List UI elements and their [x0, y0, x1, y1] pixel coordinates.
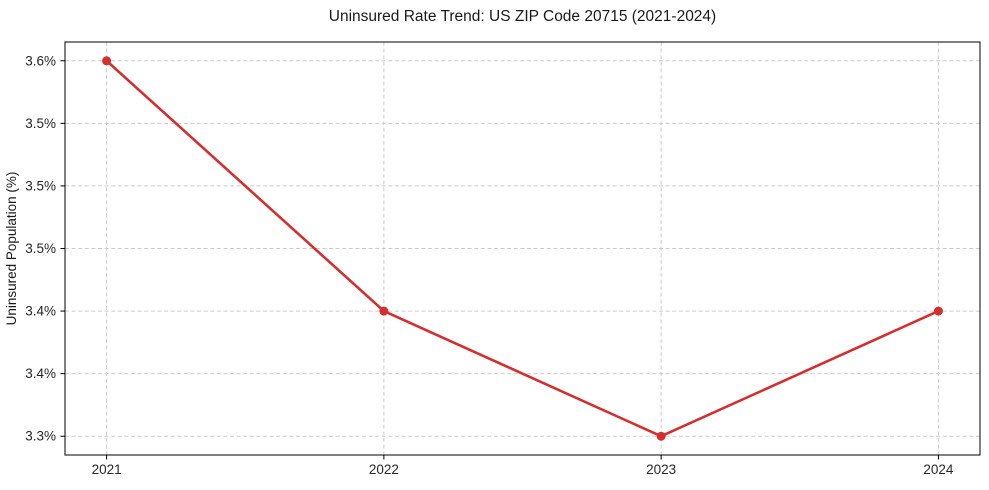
y-tick-label: 3.4% [25, 366, 56, 381]
y-tick-labels: 3.3% 3.4% 3.4% 3.5% 3.5% 3.5% 3.6% [25, 53, 56, 443]
y-tick-label: 3.5% [25, 116, 56, 131]
x-tick-labels: 2021 2022 2023 2024 [92, 462, 954, 477]
data-point-marker [102, 56, 112, 66]
axis-ticks [60, 60, 939, 460]
x-tick-label: 2024 [923, 462, 954, 477]
data-series [102, 56, 943, 441]
series-line [105, 59, 940, 438]
data-point-marker [656, 431, 666, 441]
x-tick-label: 2023 [646, 462, 676, 477]
y-tick-label: 3.6% [25, 53, 56, 68]
data-point-marker [379, 306, 389, 316]
y-tick-label: 3.4% [25, 304, 56, 319]
gridlines [65, 42, 980, 455]
y-tick-label: 3.5% [25, 178, 56, 193]
y-tick-label: 3.5% [25, 241, 56, 256]
x-tick-label: 2022 [369, 462, 399, 477]
data-point-marker [933, 306, 943, 316]
y-tick-label: 3.3% [25, 429, 56, 444]
chart-title: Uninsured Rate Trend: US ZIP Code 20715 … [329, 8, 716, 25]
y-axis-label: Uninsured Population (%) [4, 172, 19, 326]
x-tick-label: 2021 [92, 462, 122, 477]
